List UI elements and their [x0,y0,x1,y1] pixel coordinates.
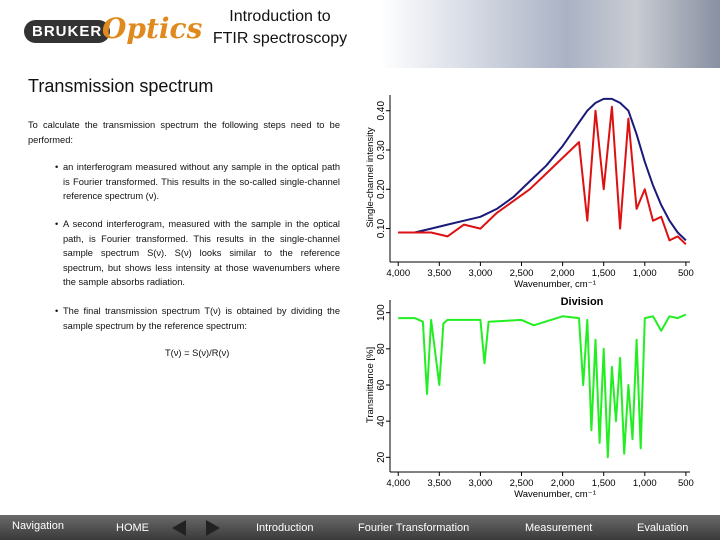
x-axis-label: Wavenumber, cm⁻¹ [514,489,596,500]
x-tick-label: 500 [678,478,694,489]
nav-bar: Navigation HOME Introduction Fourier Tra… [0,515,720,540]
header: BRUKER Optics Introduction to FTIR spect… [0,0,720,68]
y-axis-label: Single-channel intensity [365,127,376,228]
x-tick-label: 2,000 [551,478,575,489]
nav-home[interactable]: HOME [116,522,149,534]
x-tick-label: 3,500 [427,268,451,279]
x-tick-label: 4,000 [386,268,410,279]
formula: T(ν) = S(ν)/R(ν) [165,348,230,358]
charts: 0.10 0.20 0.30 0.40 4,000 3,500 3,000 2,500 2,00… [365,95,694,500]
nav-item[interactable]: Measurement [525,522,593,534]
spectrum-line [398,105,687,246]
y-tick-label: 40 [376,415,387,427]
x-tick-label: 3,500 [427,478,451,489]
x-tick-label: 1,500 [592,268,616,279]
x-axis-label: Wavenumber, cm⁻¹ [514,279,596,290]
chart-title: Division [561,296,604,308]
x-tick-label: 1,000 [633,268,657,279]
x-tick-label: 4,000 [386,478,410,489]
logo-optics: Optics [102,12,203,45]
nav-arrows[interactable] [172,520,222,536]
y-tick-label: 0.30 [376,140,387,160]
y-tick-label: 0.40 [376,101,387,121]
bullet-text: A second interferogram, measured with th… [63,219,340,287]
header-photo [380,0,720,68]
section-title: Transmission spectrum [28,76,214,96]
nav-item[interactable]: Fourier Transformation [358,522,470,534]
y-tick-label: 80 [376,343,387,355]
nav-item[interactable]: Introduction [256,522,314,534]
y-tick-label: 60 [376,379,387,391]
x-tick-label: 500 [678,268,694,279]
x-tick-label: 2,000 [551,268,575,279]
x-tick-label: 3,000 [469,268,493,279]
y-tick-label: 0.10 [376,218,387,238]
y-axis-label: Transmittance [%] [365,347,376,423]
logo: BRUKER Optics [22,12,202,52]
bullet: • an interferogram measured without any s… [55,160,340,204]
x-tick-label: 2,500 [510,478,534,489]
x-tick-label: 3,000 [469,478,493,489]
x-tick-label: 2,500 [510,268,534,279]
logo-bruker: BRUKER [24,20,111,43]
bullet: • The final transmission spectrum T(ν) is… [55,304,340,333]
x-tick-label: 1,500 [592,478,616,489]
y-tick-label: 20 [376,451,387,463]
bullet-text: an interferogram measured without any sa… [63,162,340,201]
title-line: Introduction to [229,8,331,25]
y-tick-label: 100 [376,304,387,321]
spectrum-line [398,97,687,242]
header-title: Introduction to FTIR spectroscopy [190,6,370,50]
bullet: • A second interferogram, measured with t… [55,217,340,290]
nav-label: Navigation [12,520,64,532]
title-line: FTIR spectroscopy [212,30,348,47]
x-tick-label: 1,000 [633,478,657,489]
intro: To calculate the transmission spectrum t… [28,120,340,145]
spectrum-line [398,313,687,459]
bullet-text: The final transmission spectrum T(ν) is … [63,306,340,331]
nav-item[interactable]: Evaluation [637,522,689,534]
y-tick-label: 0.20 [376,179,387,199]
